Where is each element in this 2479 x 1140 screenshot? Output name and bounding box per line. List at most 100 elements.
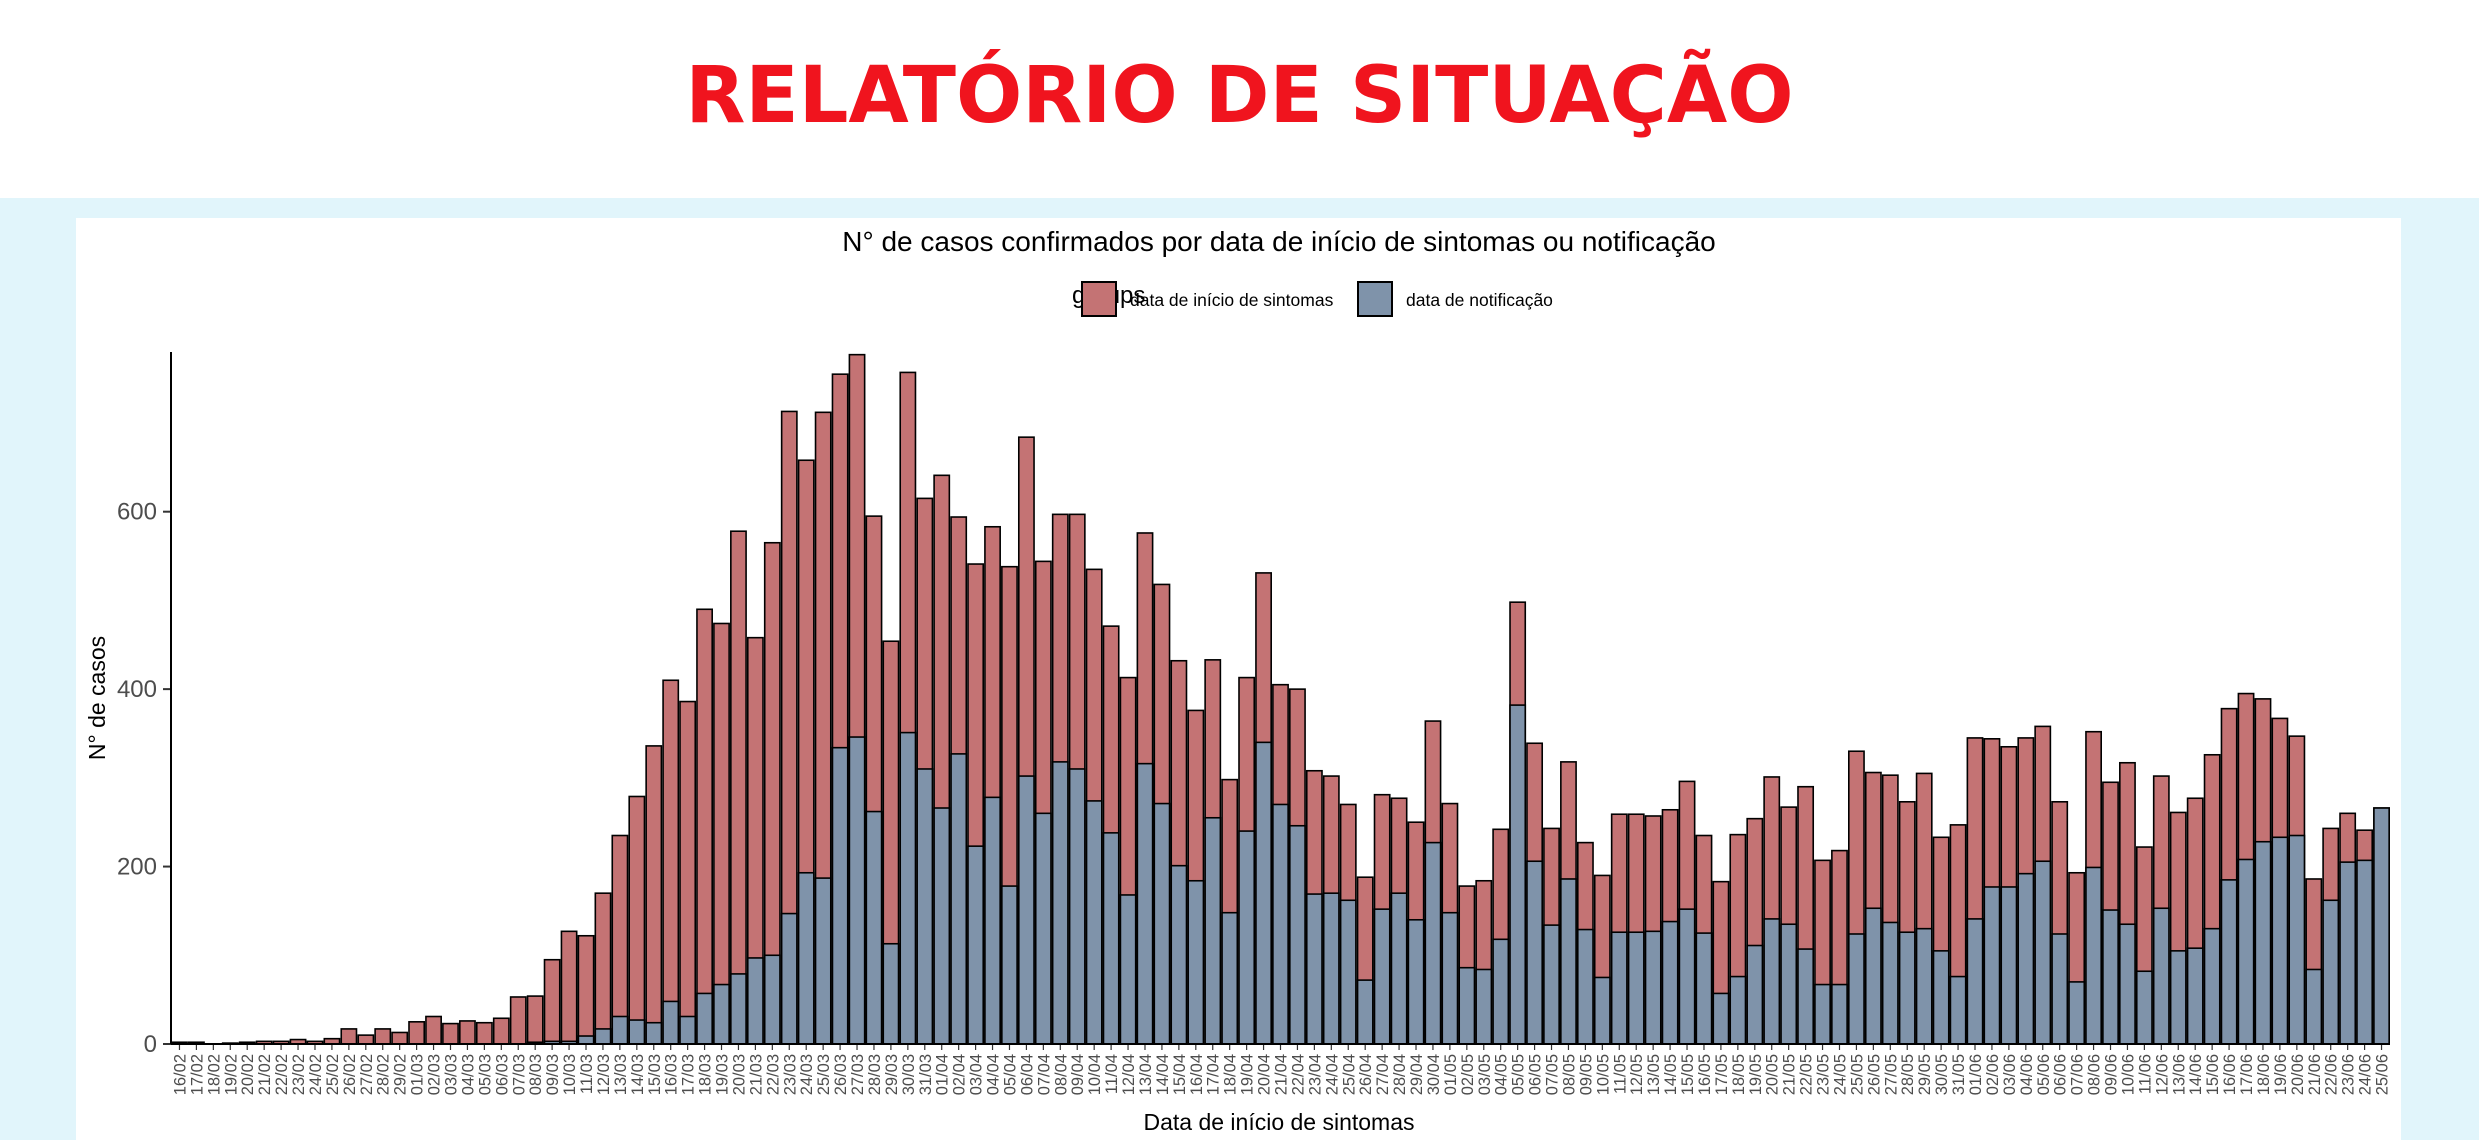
bar-notification (1526, 860, 1544, 1045)
x-tick-label: 11/03 (578, 1054, 596, 1094)
x-tick-label: 03/03 (442, 1054, 460, 1095)
x-tick-label: 28/05 (1899, 1054, 1917, 1095)
x-tick-label: 08/06 (2086, 1054, 2104, 1095)
bar-symptoms (645, 745, 663, 1045)
x-tick-label: 06/04 (1018, 1054, 1036, 1095)
bar-notification (1001, 885, 1018, 1045)
x-tick-label: 27/05 (1882, 1054, 1900, 1095)
bar-notification (1712, 992, 1730, 1045)
bar-notification (2085, 866, 2102, 1045)
bar-notification (2186, 947, 2204, 1045)
x-tick-label: 02/03 (426, 1054, 444, 1095)
x-tick-label: 28/02 (375, 1054, 393, 1095)
bar-notification (628, 1019, 646, 1045)
x-tick-label: 21/03 (747, 1054, 765, 1095)
x-tick-label: 12/05 (1628, 1054, 1646, 1095)
y-tick-label: 400 (117, 676, 157, 703)
x-tick-label: 02/05 (1459, 1054, 1477, 1095)
bar-symptoms (611, 834, 629, 1045)
bar-notification (1814, 983, 1831, 1045)
x-tick-label: 04/04 (985, 1054, 1003, 1095)
x-tick-label: 31/03 (917, 1054, 935, 1095)
x-tick-label: 29/03 (883, 1054, 901, 1095)
bar-notification (1509, 704, 1527, 1045)
bar-symptoms (713, 622, 730, 1045)
x-tick-label: 05/04 (1001, 1054, 1019, 1095)
x-tick-label: 29/02 (392, 1054, 410, 1095)
bar-notification (1475, 968, 1493, 1045)
bar-notification (1678, 908, 1696, 1045)
x-tick-label: 13/03 (612, 1054, 630, 1095)
x-tick-label: 23/02 (290, 1054, 308, 1095)
bar-notification (950, 753, 968, 1045)
x-tick-label: 13/05 (1645, 1054, 1663, 1095)
bar-notification (1119, 894, 1137, 1045)
x-tick-label: 04/06 (2018, 1054, 2036, 1095)
chart-title: N° de casos confirmados por data de iníc… (842, 226, 1715, 257)
bar-symptoms (391, 1031, 409, 1045)
bar-symptoms (560, 930, 578, 1045)
x-axis-label: Data de início de sintomas (1143, 1109, 1414, 1135)
x-tick-label: 29/04 (1408, 1054, 1426, 1095)
x-tick-label: 30/03 (900, 1054, 918, 1095)
bar-symptoms (442, 1022, 459, 1045)
bar-notification (1407, 918, 1425, 1045)
bar-notification (1204, 816, 1222, 1045)
series-notification-bars (526, 704, 2390, 1045)
bar-notification (1576, 928, 1594, 1045)
bar-notification (2152, 907, 2170, 1045)
x-tick-label: 22/02 (273, 1054, 291, 1095)
x-tick-label: 21/02 (256, 1054, 274, 1095)
legend-swatch-notification (1357, 281, 1393, 317)
bar-notification (1966, 918, 1984, 1045)
x-tick-label: 08/03 (527, 1054, 545, 1095)
bar-notification (1983, 886, 2001, 1045)
bar-notification (1051, 761, 1069, 1045)
x-tick-label: 25/02 (324, 1054, 342, 1095)
x-tick-label: 10/05 (1594, 1054, 1612, 1095)
x-tick-label: 09/06 (2103, 1054, 2121, 1095)
bar-symptoms (577, 934, 595, 1045)
x-tick-label: 06/05 (1527, 1054, 1545, 1095)
x-tick-label: 20/05 (1764, 1054, 1782, 1095)
bar-notification (831, 746, 849, 1045)
bar-symptoms (628, 795, 646, 1045)
x-tick-label: 24/04 (1323, 1054, 1341, 1095)
bar-notification (967, 845, 985, 1045)
bar-symptoms (475, 1021, 493, 1045)
x-tick-label: 17/05 (1713, 1054, 1731, 1095)
x-tick-label: 30/05 (1933, 1054, 1951, 1095)
x-tick-label: 24/05 (1831, 1054, 1849, 1095)
y-axis-label: N° de casos (84, 636, 110, 760)
report-header: RELATÓRIO DE SITUAÇÃO (0, 0, 2479, 198)
bar-notification (2017, 872, 2035, 1045)
legend: groups data de início de sintomas data d… (1072, 281, 1553, 317)
x-tick-label: 01/05 (1442, 1054, 1460, 1095)
x-tick-label: 17/03 (680, 1054, 698, 1095)
bar-symptoms (459, 1020, 476, 1045)
x-tick-label: 12/06 (2153, 1054, 2171, 1095)
bar-symptoms (543, 958, 561, 1045)
y-tick-label: 600 (117, 499, 157, 526)
x-tick-label: 19/04 (1239, 1054, 1257, 1095)
bar-symptoms (374, 1028, 392, 1045)
bar-symptoms (408, 1021, 426, 1045)
bar-notification (1627, 931, 1645, 1045)
bar-notification (746, 957, 764, 1045)
x-tick-label: 19/02 (222, 1054, 240, 1095)
x-tick-label: 12/03 (595, 1054, 613, 1095)
bar-notification (1458, 966, 1476, 1045)
x-tick-label: 27/02 (358, 1054, 376, 1095)
x-tick-label: 18/06 (2255, 1054, 2273, 1095)
bar-notification (848, 736, 866, 1045)
bar-symptoms (696, 608, 714, 1045)
bar-notification (2373, 807, 2390, 1045)
legend-swatch-symptoms (1081, 281, 1117, 317)
x-tick-label: 23/03 (781, 1054, 799, 1095)
y-tick-label: 0 (144, 1031, 157, 1058)
bar-symptoms (662, 679, 680, 1045)
x-tick-label: 13/04 (1137, 1054, 1155, 1095)
bar-notification (1644, 930, 1662, 1045)
x-tick-label: 25/06 (2374, 1054, 2392, 1095)
bar-notification (611, 1015, 629, 1045)
